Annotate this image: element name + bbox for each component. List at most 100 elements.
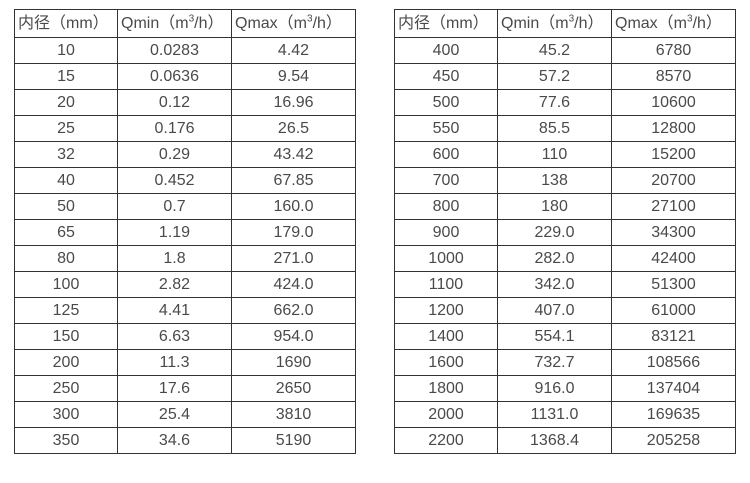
qmax-cell: 160.0	[231, 193, 356, 220]
diameter-cell: 32	[14, 141, 118, 168]
diameter-cell: 1400	[394, 323, 498, 350]
diameter-cell: 600	[394, 141, 498, 168]
qmax-cell: 954.0	[231, 323, 356, 350]
diameter-cell: 250	[14, 375, 118, 402]
table-row: 600 110 15200	[394, 141, 736, 168]
qmax-cell: 10600	[611, 89, 736, 116]
header-row: 内径（mm） Qmin（m3/h） Qmax（m3/h）	[14, 9, 356, 38]
table-row: 10 0.0283 4.42	[14, 37, 356, 64]
diameter-cell: 40	[14, 167, 118, 194]
diameter-cell: 400	[394, 37, 498, 64]
qmax-cell: 271.0	[231, 245, 356, 272]
table-row: 15 0.0636 9.54	[14, 63, 356, 90]
table-body-left: 10 0.0283 4.42 15 0.0636 9.54 20 0.12 16.96 25 0.1…	[14, 37, 356, 454]
qmin-cell: 110	[497, 141, 612, 168]
qmin-cell: 342.0	[497, 271, 612, 298]
flow-table-left: 内径（mm） Qmin（m3/h） Qmax（m3/h） 10 0.0283 4.4…	[14, 9, 356, 454]
diameter-cell: 550	[394, 115, 498, 142]
qmax-cell: 424.0	[231, 271, 356, 298]
table-row: 350 34.6 5190	[14, 427, 356, 454]
cubic-superscript: 3	[188, 13, 195, 25]
cubic-superscript: 3	[687, 13, 693, 25]
diameter-cell: 2000	[394, 401, 498, 428]
cubic-superscript: 3	[568, 13, 575, 25]
qmin-cell: 45.2	[497, 37, 612, 64]
table-row: 125 4.41 662.0	[14, 297, 356, 324]
table-row: 550 85.5 12800	[394, 115, 736, 142]
qmax-cell: 9.54	[231, 63, 356, 90]
diameter-cell: 125	[14, 297, 118, 324]
diameter-cell: 1600	[394, 349, 498, 376]
diameter-cell: 1100	[394, 271, 498, 298]
table-row: 300 25.4 3810	[14, 401, 356, 428]
table-row: 2200 1368.4 205258	[394, 427, 736, 454]
qmax-cell: 4.42	[231, 37, 356, 64]
qmax-cell: 34300	[611, 219, 736, 246]
diameter-cell: 1200	[394, 297, 498, 324]
qmin-cell: 4.41	[117, 297, 232, 324]
qmax-cell: 20700	[611, 167, 736, 194]
qmin-cell: 282.0	[497, 245, 612, 272]
qmax-cell: 2650	[231, 375, 356, 402]
table-row: 1200 407.0 61000	[394, 297, 736, 324]
table-row: 25 0.176 26.5	[14, 115, 356, 142]
table-row: 150 6.63 954.0	[14, 323, 356, 350]
qmax-cell: 43.42	[231, 141, 356, 168]
table-row: 1800 916.0 137404	[394, 375, 736, 402]
diameter-cell: 50	[14, 193, 118, 220]
col-header-diameter: 内径（mm）	[14, 9, 118, 38]
qmin-cell: 554.1	[497, 323, 612, 350]
qmin-cell: 17.6	[117, 375, 232, 402]
table-row: 20 0.12 16.96	[14, 89, 356, 116]
qmax-cell: 108566	[611, 349, 736, 376]
diameter-cell: 350	[14, 427, 118, 454]
table-row: 1600 732.7 108566	[394, 349, 736, 376]
qmin-cell: 0.0636	[117, 63, 232, 90]
qmax-cell: 15200	[611, 141, 736, 168]
qmin-cell: 25.4	[117, 401, 232, 428]
qmin-cell: 180	[497, 193, 612, 220]
qmin-cell: 11.3	[117, 349, 232, 376]
diameter-cell: 450	[394, 63, 498, 90]
diameter-cell: 20	[14, 89, 118, 116]
qmin-cell: 0.12	[117, 89, 232, 116]
qmin-cell: 138	[497, 167, 612, 194]
qmax-cell: 12800	[611, 115, 736, 142]
table-row: 450 57.2 8570	[394, 63, 736, 90]
qmin-cell: 0.0283	[117, 37, 232, 64]
diameter-cell: 100	[14, 271, 118, 298]
cubic-superscript: 3	[307, 13, 313, 25]
flow-table-right: 内径（mm） Qmin（m3/h） Qmax（m3/h） 400 45.2 6780…	[394, 9, 736, 454]
table-row: 400 45.2 6780	[394, 37, 736, 64]
qmin-cell: 0.7	[117, 193, 232, 220]
diameter-cell: 300	[14, 401, 118, 428]
qmax-cell: 67.85	[231, 167, 356, 194]
qmin-cell: 1.8	[117, 245, 232, 272]
qmin-cell: 85.5	[497, 115, 612, 142]
col-header-qmin: Qmin（m3/h）	[117, 9, 232, 38]
diameter-cell: 65	[14, 219, 118, 246]
qmax-cell: 61000	[611, 297, 736, 324]
table-row: 200 11.3 1690	[14, 349, 356, 376]
qmax-cell: 169635	[611, 401, 736, 428]
table-row: 50 0.7 160.0	[14, 193, 356, 220]
diameter-cell: 80	[14, 245, 118, 272]
table-row: 1400 554.1 83121	[394, 323, 736, 350]
qmax-cell: 26.5	[231, 115, 356, 142]
qmax-cell: 5190	[231, 427, 356, 454]
diameter-cell: 500	[394, 89, 498, 116]
qmax-cell: 205258	[611, 427, 736, 454]
qmax-cell: 1690	[231, 349, 356, 376]
qmin-cell: 2.82	[117, 271, 232, 298]
qmax-cell: 3810	[231, 401, 356, 428]
diameter-cell: 25	[14, 115, 118, 142]
qmax-cell: 179.0	[231, 219, 356, 246]
table-row: 32 0.29 43.42	[14, 141, 356, 168]
qmin-cell: 77.6	[497, 89, 612, 116]
qmin-cell: 916.0	[497, 375, 612, 402]
qmin-cell: 0.29	[117, 141, 232, 168]
table-row: 100 2.82 424.0	[14, 271, 356, 298]
table-row: 500 77.6 10600	[394, 89, 736, 116]
diameter-cell: 15	[14, 63, 118, 90]
qmin-cell: 0.452	[117, 167, 232, 194]
